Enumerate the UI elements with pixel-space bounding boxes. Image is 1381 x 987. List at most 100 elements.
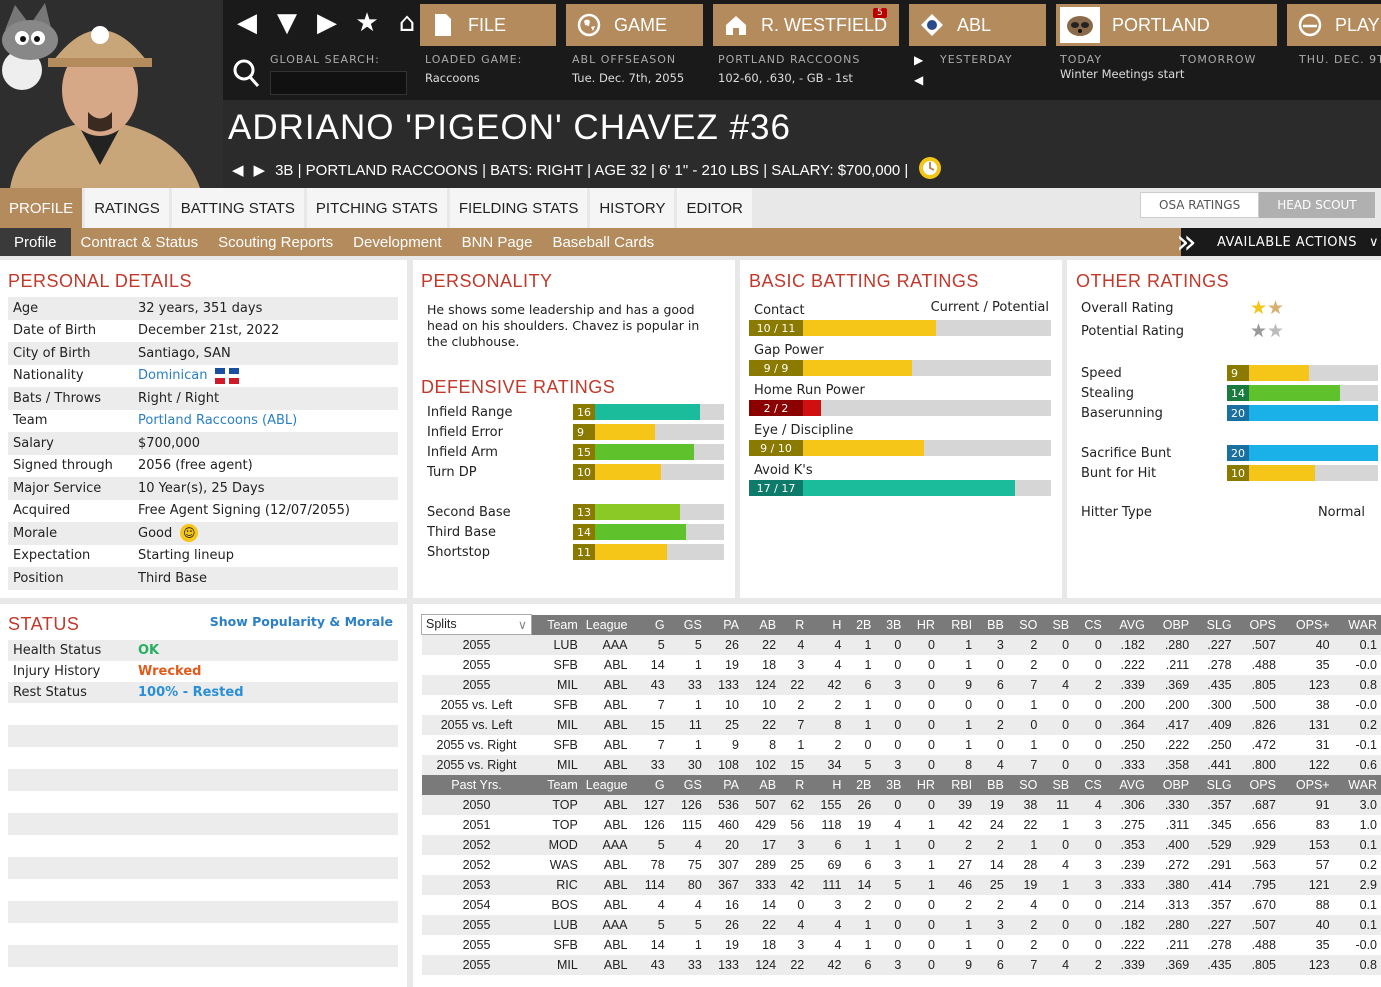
stats-col-header: WAR [1333, 614, 1381, 635]
batting-rating-value: 17 / 17 [749, 480, 803, 496]
stats-cell: .239 [1105, 854, 1149, 875]
game-label: GAME [614, 14, 668, 35]
available-actions-button[interactable]: AVAILABLE ACTIONS ∨ [1181, 228, 1381, 256]
show-popularity-morale-link[interactable]: Show Popularity & Morale [209, 614, 393, 629]
stats-cell: 20 [705, 834, 743, 855]
status-empty-row [8, 835, 398, 857]
stats-cell: 19 [705, 654, 743, 675]
stats-cell: .278 [1193, 934, 1236, 955]
defensive-rating-label: Infield Arm [427, 444, 498, 460]
stats-cell: ABL [581, 754, 632, 775]
stats-cell: 34 [808, 754, 846, 775]
stats-cell: 0 [1041, 754, 1074, 775]
star-icon[interactable]: ★ [355, 8, 379, 38]
tab-editor[interactable]: EDITOR [677, 188, 752, 228]
stats-cell: ABL [581, 654, 632, 675]
subtab-bnn-page[interactable]: BNN Page [461, 233, 533, 251]
tab-history[interactable]: HISTORY [590, 188, 675, 228]
dropdown-arrow-icon[interactable]: ▼ [277, 8, 297, 38]
stats-cell: ABL [581, 734, 632, 755]
stats-cell: 0 [1041, 694, 1074, 715]
stats-cell: .435 [1193, 954, 1236, 975]
tab-fielding-stats[interactable]: FIELDING STATS [449, 188, 588, 228]
stats-cell: 18 [742, 934, 781, 955]
subtab-development[interactable]: Development [353, 233, 442, 251]
subtab-contract-status[interactable]: Contract & Status [80, 233, 199, 251]
head-scout-button[interactable]: HEAD SCOUT [1259, 192, 1375, 218]
stats-cell: 2 [808, 694, 846, 715]
back-day-arrow-icon[interactable]: ◀ [914, 73, 924, 87]
search-icon[interactable] [232, 58, 262, 88]
manager-button[interactable]: R. WESTFIELD [713, 4, 899, 46]
stats-cell: 122 [1279, 754, 1334, 775]
batting-rating-label: Eye / Discipline [754, 422, 854, 438]
status-empty-row [8, 945, 398, 967]
stats-cell: 40 [1279, 914, 1334, 935]
osa-ratings-button[interactable]: OSA RATINGS [1140, 192, 1260, 218]
subtab-baseball-cards[interactable]: Baseball Cards [552, 233, 655, 251]
subtab-scouting-reports[interactable]: Scouting Reports [218, 233, 334, 251]
personal-row: Morale Good ☺ [8, 522, 398, 545]
stats-col-header: G [631, 614, 669, 635]
stats-cell: 2055 [421, 654, 532, 675]
stats-cell: 2055 vs. Right [421, 734, 532, 755]
tab-profile[interactable]: PROFILE [0, 188, 83, 228]
stats-col-header: PA [705, 614, 743, 635]
stats-cell: 4 [668, 834, 706, 855]
stats-row: 2053 RIC ABL 114 80 367 333 42 111 14 5 1 46 25 19 1 3.3… [421, 874, 1381, 895]
personal-key: Morale [13, 525, 58, 541]
tab-batting-stats[interactable]: BATTING STATS [171, 188, 304, 228]
splits-dropdown[interactable]: Splits ∨ [421, 614, 532, 635]
stats-cell: ABL [581, 894, 632, 915]
stats-cell: 35 [1279, 654, 1334, 675]
yesterday-label[interactable]: YESTERDAY [940, 53, 1013, 66]
potential-rating-stars-icon: ★★ [1250, 320, 1285, 342]
dominican-flag-icon [215, 367, 240, 384]
tab-pitching-stats[interactable]: PITCHING STATS [306, 188, 447, 228]
defensive-rating-value: 10 [573, 464, 595, 480]
personal-value[interactable]: Dominican [138, 368, 208, 384]
stats-cell: 124 [742, 674, 781, 695]
game-button[interactable]: GAME [566, 4, 703, 46]
other-rating-label: Bunt for Hit [1081, 465, 1157, 481]
stats-cell: 111 [808, 874, 846, 895]
personal-details-title: PERSONAL DETAILS [8, 271, 193, 291]
personal-value[interactable]: Portland Raccoons (ABL) [138, 413, 298, 429]
stats-col-header: League [581, 614, 632, 635]
yesterday-arrow-icon[interactable]: ▶ [914, 53, 924, 67]
play-button[interactable]: PLAY [1287, 4, 1381, 46]
stats-cell: 0 [905, 914, 939, 935]
stats-cell: 4 [780, 914, 809, 935]
team-name-label: PORTLAND RACCOONS [718, 53, 861, 66]
back-arrow-icon[interactable]: ◀ [237, 8, 257, 38]
prev-player-arrow-icon[interactable]: ◀ [232, 162, 244, 179]
team-button[interactable]: PORTLAND [1056, 4, 1277, 46]
status-empty-row [8, 747, 398, 769]
tomorrow-label[interactable]: TOMORROW [1180, 53, 1257, 66]
global-search-input[interactable] [270, 71, 407, 95]
next-player-arrow-icon[interactable]: ▶ [253, 162, 266, 179]
overall-rating-stars-icon: ★★ [1250, 297, 1285, 319]
defensive-ratings-list: Infield Range 16 Infield Error 9 Infield Arm… [427, 402, 724, 562]
stats-cell: 1 [668, 734, 706, 755]
stats-cell: 31 [1279, 734, 1334, 755]
tab-ratings[interactable]: RATINGS [85, 188, 169, 228]
file-button[interactable]: FILE [420, 4, 556, 46]
batting-rating-bar: 10 / 11 [749, 320, 1051, 336]
stats-cell: 0 [1041, 654, 1074, 675]
personal-key: Salary [13, 435, 54, 451]
stats-cell: ABL [581, 674, 632, 695]
home-icon[interactable]: ⌂ [398, 8, 416, 38]
stats-cell: 0 [1073, 694, 1106, 715]
stats-cell: .306 [1105, 794, 1149, 815]
league-button[interactable]: ABL [909, 4, 1046, 46]
baseball-icon[interactable] [918, 156, 942, 184]
forward-arrow-icon[interactable]: ▶ [317, 8, 337, 38]
stats-cell: .250 [1193, 734, 1236, 755]
batting-rating-value: 2 / 2 [749, 400, 803, 416]
stats-cell: 0 [976, 734, 1008, 755]
personal-key: Expectation [13, 548, 91, 564]
subtab-profile[interactable]: Profile [0, 228, 71, 256]
stats-cell: 26 [705, 634, 743, 655]
stats-cell: 3 [780, 654, 809, 675]
